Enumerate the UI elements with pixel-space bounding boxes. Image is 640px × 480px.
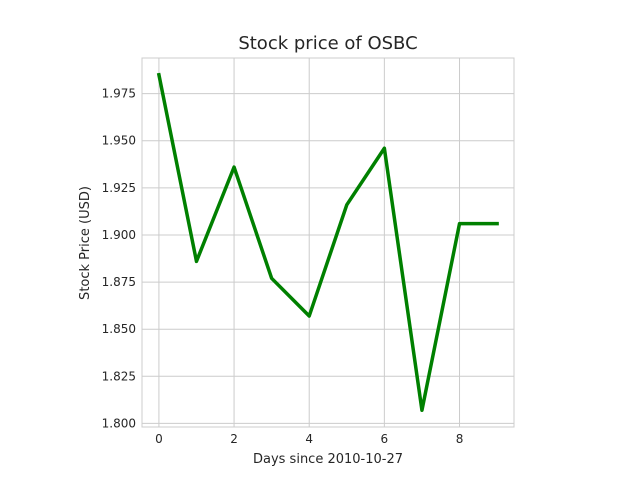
y-tick-label: 1.850 xyxy=(102,322,136,336)
chart-title: Stock price of OSBC xyxy=(238,33,417,54)
x-tick-label: 0 xyxy=(155,432,163,446)
y-axis-label: Stock Price (USD) xyxy=(78,186,93,300)
x-tick-labels: 0 2 4 6 8 xyxy=(155,432,463,446)
series-layer xyxy=(156,72,499,412)
y-tick-label: 1.825 xyxy=(102,369,136,383)
x-axis-label: Days since 2010-10-27 xyxy=(253,452,403,467)
x-tick-label: 2 xyxy=(230,432,238,446)
y-tick-label: 1.975 xyxy=(102,87,136,101)
x-tick-label: 6 xyxy=(381,432,389,446)
y-tick-labels: 1.800 1.825 1.850 1.875 1.900 1.925 1.950 1.975 xyxy=(102,87,136,431)
y-tick-label: 1.950 xyxy=(102,134,136,148)
grid-lines xyxy=(142,58,514,427)
x-tick-label: 8 xyxy=(456,432,464,446)
y-tick-label: 1.800 xyxy=(102,416,136,430)
y-tick-label: 1.925 xyxy=(102,181,136,195)
y-tick-label: 1.875 xyxy=(102,275,136,289)
y-tick-label: 1.900 xyxy=(102,228,136,242)
x-tick-label: 4 xyxy=(305,432,313,446)
plot-frame xyxy=(141,57,515,428)
price-series-line xyxy=(156,72,499,412)
